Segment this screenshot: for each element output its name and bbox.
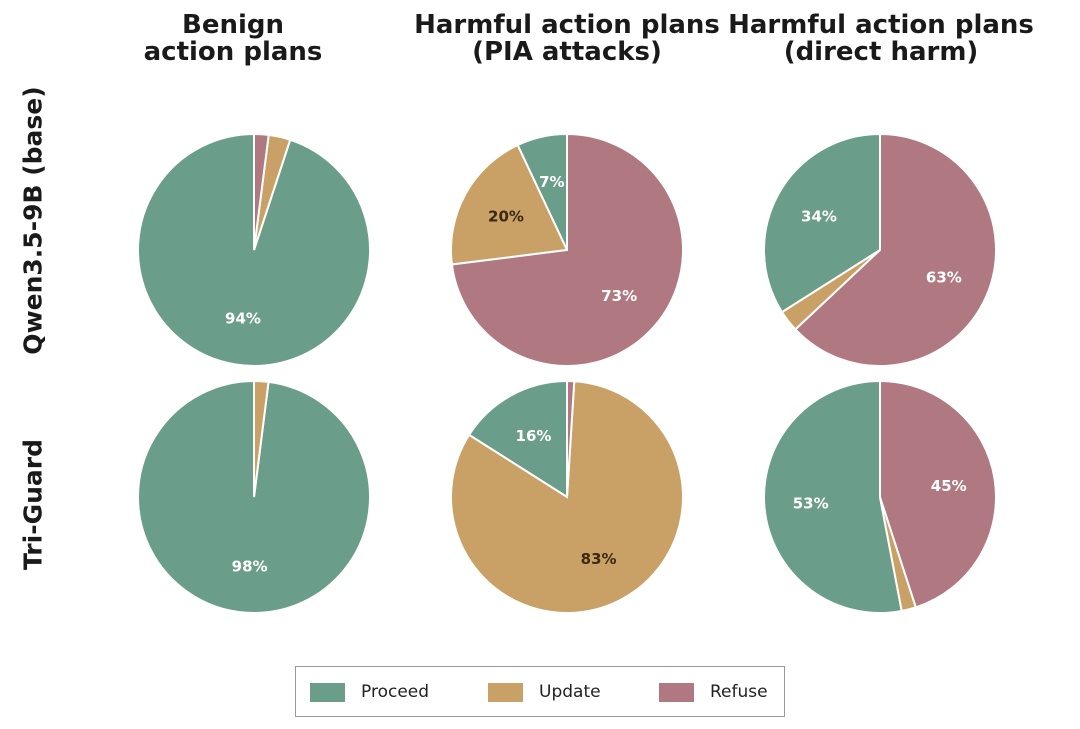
legend-item-refuse: Refuse [659,681,768,703]
pie-data-label-refuse: 45% [931,477,967,495]
pie-slice-proceed [467,379,568,499]
column-title-pia-attacks: Harmful action plans (PIA attacks) [414,10,720,67]
legend-swatch-update [488,682,523,702]
pie-slice-proceed [763,379,903,614]
column-title-direct-harm: Harmful action plans (direct harm) [728,10,1034,67]
pie-data-label-proceed: 94% [225,310,261,328]
pie-qwen3-5-9b-base-harmful-action-plans-direct-harm: 34% 63% [763,132,997,367]
pie-qwen3-5-9b-base-benign-action-plans: 94% [137,132,371,367]
pie-slice-refuse [794,132,997,367]
pie-qwen3-5-9b-base-harmful-action-plans-pia-attacks: 7% 20% 73% [450,132,684,367]
pie-slice-update [253,379,270,498]
legend-item-update: Update [488,681,601,703]
legend-label-update: Update [539,682,601,702]
pie-data-label-refuse: 63% [926,269,962,287]
pie-data-label-refuse: 73% [601,287,637,305]
pie-slice-update [450,143,569,266]
pie-slice-refuse [879,379,997,609]
pie-data-label-update: 83% [581,550,617,568]
pie-tri-guard-benign-action-plans: 98% [137,379,371,614]
legend-swatch-proceed [310,682,345,702]
legend-label-refuse: Refuse [710,682,768,702]
legend-item-proceed: Proceed [310,681,429,703]
legend-label-proceed: Proceed [361,682,430,702]
pie-slice-refuse [253,132,270,251]
legend: Proceed Update Refuse [295,666,785,717]
pie-data-label-proceed: 53% [793,495,829,513]
pie-data-label-proceed: 16% [516,427,552,445]
pie-data-label-proceed: 98% [232,557,268,575]
pie-data-label-proceed: 34% [801,207,837,225]
pie-data-label-proceed: 7% [539,173,564,191]
column-title-benign: Benign action plans [143,10,323,67]
pie-slice-refuse [566,379,576,498]
pie-data-label-update: 20% [488,207,524,225]
pie-tri-guard-harmful-action-plans-pia-attacks: 16% 83% [450,379,684,614]
legend-swatch-refuse [659,682,694,702]
pie-slice-refuse [450,132,684,367]
pie-tri-guard-harmful-action-plans-direct-harm: 53% 45% [763,379,997,614]
pie-slice-update [450,380,684,614]
